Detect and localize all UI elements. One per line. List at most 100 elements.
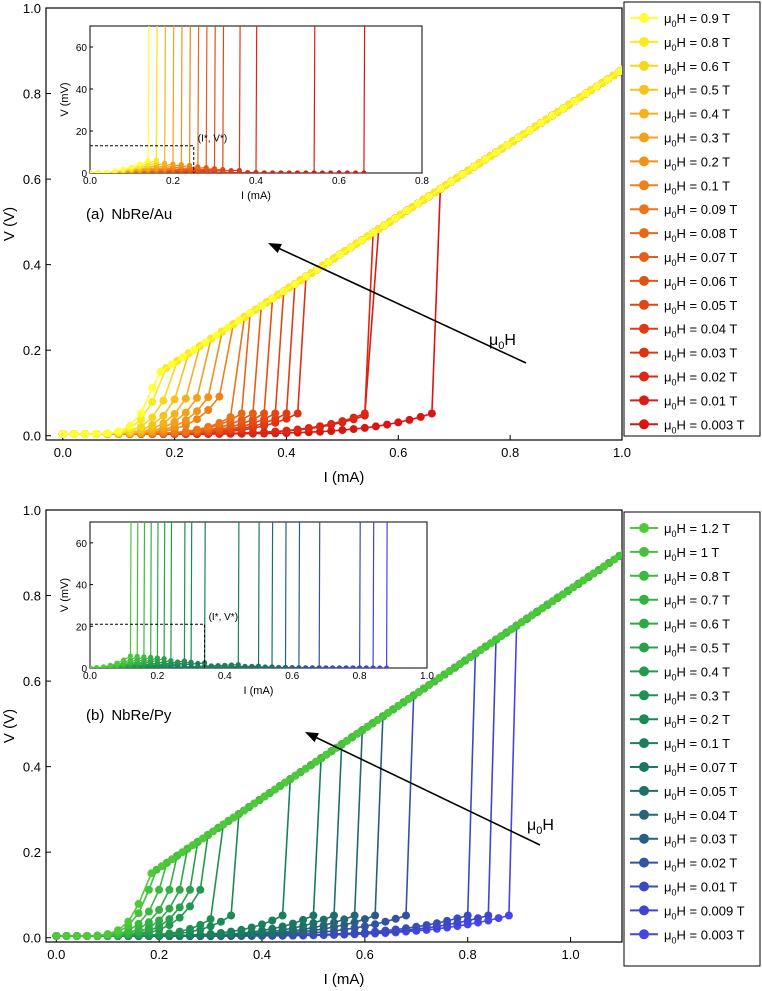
x-tick-label: 0.6: [356, 947, 374, 962]
legend-label: μ0H = 0.01 T: [664, 880, 737, 898]
data-point: [206, 915, 215, 924]
data-point: [350, 918, 359, 927]
data-point: [371, 911, 380, 920]
legend-marker: [639, 738, 649, 749]
x-tick-label: 1.0: [562, 947, 580, 962]
data-point: [175, 903, 184, 912]
inset-data-point: [336, 665, 342, 668]
data-point: [453, 914, 462, 923]
legend-marker: [639, 905, 649, 916]
inset-data-point: [215, 663, 221, 668]
inset-data-point: [311, 170, 317, 173]
legend-label: μ0H = 0.7 T: [664, 593, 730, 611]
legend-label: μ0H = 0.09 T: [664, 202, 737, 220]
inset-data-point: [363, 665, 369, 668]
data-point: [338, 417, 347, 426]
data-point: [159, 419, 168, 428]
data-point: [216, 917, 225, 926]
inset-series-line: [90, 26, 258, 173]
legend-b: μ0H = 1.2 T μ0H = 1 T μ0H = 0.8 T μ0H = 0.7…: [623, 511, 761, 967]
data-point: [507, 625, 516, 634]
inset-annotation: (I*, V*): [198, 134, 227, 145]
inset-series: [90, 26, 151, 173]
data-point: [581, 89, 590, 98]
data-point: [137, 409, 146, 418]
inset-x-axis-label: I (mA): [241, 190, 271, 202]
legend-item: μ0H = 0.1 T: [630, 736, 730, 754]
data-point: [474, 914, 482, 923]
y-tick-label: 1.0: [23, 1, 41, 16]
inset-data-point: [377, 665, 383, 668]
legend-label: μ0H = 0.8 T: [664, 569, 730, 587]
data-point: [391, 925, 400, 934]
inset-data-point: [128, 164, 135, 170]
data-point: [503, 141, 512, 149]
legend-label: μ0H = 0.3 T: [664, 131, 730, 149]
data-point: [316, 422, 324, 431]
y-tick-label: 1.0: [23, 503, 41, 518]
legend-marker: [639, 60, 649, 71]
legend-label: μ0H = 0.009 T: [664, 903, 745, 921]
legend-marker: [639, 833, 649, 844]
x-tick-label: 0.2: [166, 445, 184, 460]
data-point: [175, 913, 184, 922]
legend-marker: [639, 275, 649, 286]
legend-item: μ0H = 0.009 T: [630, 903, 745, 921]
legend-item: μ0H = 0.003 T: [630, 927, 745, 945]
inset-data-point: [90, 665, 93, 668]
data-point: [125, 421, 134, 430]
x-tick-label: 0.0: [47, 947, 65, 962]
y-tick-label: 0.4: [23, 258, 41, 273]
legend-marker: [639, 642, 649, 653]
data-point: [346, 243, 355, 252]
data-point: [181, 394, 190, 403]
inset-x-tick-label: 0.0: [83, 176, 97, 187]
y-tick-label: 0.8: [23, 87, 41, 102]
legend-marker: [639, 618, 649, 629]
inset-x-tick-label: 0.6: [332, 176, 346, 187]
data-point: [159, 411, 168, 420]
legend-label: μ0H = 0.02 T: [664, 370, 737, 388]
data-point: [165, 915, 174, 924]
data-point: [350, 924, 359, 933]
data-point: [114, 926, 122, 935]
data-point: [248, 409, 257, 418]
data-point: [165, 885, 174, 894]
legend-item: μ0H = 0.01 T: [630, 393, 737, 411]
data-point: [157, 862, 166, 871]
x-tick-label: 0.4: [277, 445, 295, 460]
data-point: [435, 674, 444, 682]
inset-data-point: [270, 170, 276, 173]
data-point: [278, 922, 287, 931]
data-point: [402, 924, 410, 933]
x-tick-label: 0.8: [459, 947, 477, 962]
data-point: [248, 415, 257, 424]
inset-data-point: [323, 665, 329, 668]
data-point: [319, 915, 328, 924]
panel-b: 0.0 0.2 0.4 0.6 0.8 1.0 0.0 0.2 0.4 0.6 0.8 1.0 I (m…: [1, 503, 623, 988]
inset-data-point: [316, 665, 322, 668]
inset-data-point: [262, 664, 268, 668]
inset-data-point: [202, 660, 208, 666]
data-point: [257, 301, 266, 310]
data-point: [371, 920, 380, 929]
data-point: [181, 416, 190, 425]
legend-marker: [639, 666, 649, 677]
data-point: [447, 177, 456, 186]
data-point: [324, 258, 333, 266]
legend-item: μ0H = 0.04 T: [630, 322, 737, 340]
data-point: [517, 618, 526, 627]
legend-item: μ0H = 0.1 T: [630, 178, 730, 196]
data-point: [492, 148, 501, 157]
inset-data-point: [100, 664, 107, 668]
data-point: [170, 417, 179, 426]
data-point: [604, 75, 612, 84]
data-point: [148, 413, 157, 422]
data-point: [302, 272, 310, 281]
legend-label: μ0H = 0.4 T: [664, 107, 730, 125]
inset-data-point: [112, 168, 118, 173]
data-point: [226, 413, 235, 422]
data-point: [349, 425, 358, 434]
data-point: [282, 409, 291, 418]
inset-y-tick-label: 0: [81, 664, 87, 675]
